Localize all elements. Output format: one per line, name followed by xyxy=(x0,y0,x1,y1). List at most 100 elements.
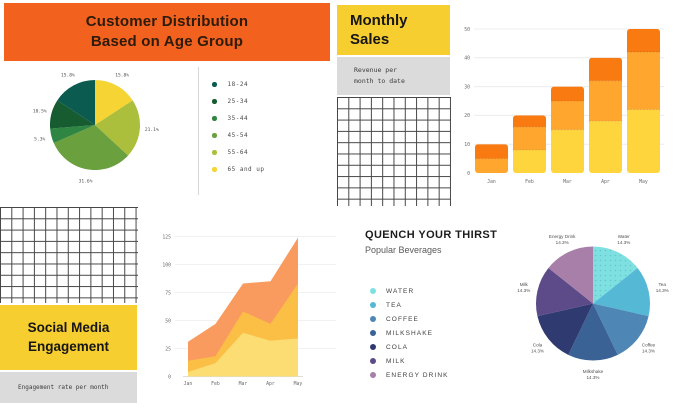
social-subtitle-box: Engagement rate per month xyxy=(0,372,137,403)
legend-swatch xyxy=(370,344,376,350)
legend-label: WATER xyxy=(386,287,415,295)
legend-label: COFFEE xyxy=(386,315,419,323)
legend-item-tea: TEA xyxy=(370,298,449,312)
pie-slice-label: Milkshake 14.3% xyxy=(583,369,604,380)
legend-swatch xyxy=(370,316,376,322)
pie-slice-coffee xyxy=(593,303,649,355)
bar-segment-bottom xyxy=(551,129,584,173)
pie-slice-label: Milk 14.3% xyxy=(517,282,530,293)
monthly-title-line2: Sales xyxy=(350,31,390,48)
y-tick-label: 100 xyxy=(162,262,171,268)
y-tick-label: 20 xyxy=(464,113,470,119)
x-tick-label: Jan xyxy=(184,381,193,387)
legend-item-coffee: COFFEE xyxy=(370,312,449,326)
beverages-title: QUENCH YOUR THIRST xyxy=(365,229,498,241)
legend-swatch xyxy=(212,150,217,155)
pie-slice-label: 15.8% xyxy=(115,72,129,78)
legend-item-cola: COLA xyxy=(370,340,449,354)
pie-slice-18-24 xyxy=(57,80,95,125)
legend-label: 65 and up xyxy=(227,166,265,173)
pie-slice-25-34 xyxy=(49,100,95,129)
y-tick-label: 75 xyxy=(165,290,171,296)
y-tick-label: 125 xyxy=(162,234,171,240)
legend-item-55-64: 55-64 xyxy=(212,144,265,161)
x-tick-label: Mar xyxy=(239,381,248,387)
age-title-line1: Customer Distribution xyxy=(85,12,249,30)
legend-swatch xyxy=(212,167,217,172)
beverages-legend: WATER TEA COFFEE MILKSHAKE COLA MILK ENERGY DR… xyxy=(370,284,449,382)
pie-slice-label: Energy Drink 14.3% xyxy=(549,234,576,245)
age-panel-divider xyxy=(198,67,199,195)
bar-segment-middle xyxy=(551,101,584,130)
pie-slice-energy-drink xyxy=(548,246,593,304)
grid-pattern-decoration xyxy=(0,207,138,303)
monthly-sales-title-box: Monthly Sales xyxy=(337,5,450,55)
legend-label: COLA xyxy=(386,343,409,351)
age-pie-chart: 15.8% 21.1% 31.6% 5.3% 10.5% 15.8% xyxy=(33,72,159,185)
bar-segment-middle xyxy=(627,52,660,110)
y-tick-label: 40 xyxy=(464,56,470,62)
bar-segment-top xyxy=(513,115,546,127)
y-tick-label: 25 xyxy=(165,346,171,352)
legend-swatch xyxy=(370,288,376,294)
y-tick-label: 50 xyxy=(464,27,470,33)
legend-swatch xyxy=(212,82,217,87)
legend-item-45-54: 45-54 xyxy=(212,127,265,144)
pie-slice-cola xyxy=(537,303,593,355)
x-tick-label: Apr xyxy=(266,381,275,387)
beverages-pie-chart: Water 14.3% Tea 14.3% Coffee 14.3% Milkshake 14… xyxy=(517,234,669,380)
social-title-line2: Engagement xyxy=(27,338,109,354)
monthly-sales-subtitle-box: Revenue per month to date xyxy=(337,57,450,95)
legend-item-25-34: 25-34 xyxy=(212,93,265,110)
x-tick-label: Feb xyxy=(211,381,220,387)
y-tick-label: 50 xyxy=(165,318,171,324)
social-title-line1: Social Media xyxy=(27,320,110,336)
legend-swatch xyxy=(212,99,217,104)
pie-slice-label: Coffee 14.3% xyxy=(642,342,656,353)
pie-slice-label: Water 14.3% xyxy=(617,234,630,245)
beverages-subtitle: Popular Beverages xyxy=(365,245,442,255)
monthly-title-line1: Monthly xyxy=(350,11,408,29)
area-layer-bottom xyxy=(188,332,298,377)
age-title-line2: Based on Age Group xyxy=(90,33,244,50)
pie-slice-35-44 xyxy=(50,125,95,144)
social-title-box: Social Media Engagement xyxy=(0,305,137,370)
bar-segment-middle xyxy=(589,80,622,122)
bar-segment-bottom xyxy=(627,109,660,173)
legend-item-water: WATER xyxy=(370,284,449,298)
legend-item-18-24: 18-24 xyxy=(212,76,265,93)
grid-pattern-decoration xyxy=(337,97,451,206)
bar-segment-middle xyxy=(513,126,546,150)
engagement-area-chart: 0 25 50 75 100 125 Jan Feb Mar Apr May xyxy=(162,234,336,387)
y-tick-label: 10 xyxy=(464,142,470,148)
age-panel-title-banner: Customer Distribution Based on Age Group xyxy=(4,3,330,61)
legend-item-milkshake: MILKSHAKE xyxy=(370,326,449,340)
pie-slice-tea xyxy=(593,267,650,317)
pie-slice-label: Cola 14.3% xyxy=(531,342,544,353)
x-tick-label: Mar xyxy=(563,179,572,185)
legend-label: 45-54 xyxy=(227,132,249,139)
y-tick-label: 0 xyxy=(168,374,171,380)
monthly-subtitle-line2: month to date xyxy=(354,77,405,85)
y-tick-label: 30 xyxy=(464,84,470,90)
social-subtitle: Engagement rate per month xyxy=(18,384,109,391)
legend-label: 35-44 xyxy=(227,115,249,122)
pie-slice-label: 31.6% xyxy=(79,179,93,185)
bar-segment-top xyxy=(551,86,584,101)
legend-item-35-44: 35-44 xyxy=(212,110,265,127)
legend-swatch xyxy=(370,358,376,364)
bar-segment-bottom xyxy=(589,121,622,173)
pie-slice-label: Tea 14.3% xyxy=(656,282,669,293)
pie-slice-label: 15.8% xyxy=(61,72,75,78)
pie-slice-65-and-up xyxy=(95,80,133,125)
legend-label: ENERGY DRINK xyxy=(386,371,449,379)
x-tick-label: Feb xyxy=(525,179,534,185)
x-tick-label: May xyxy=(639,179,648,185)
pie-slice-milkshake xyxy=(568,303,618,361)
bar-segment-top xyxy=(589,57,622,81)
pie-slice-texture xyxy=(593,246,638,304)
x-tick-label: May xyxy=(294,381,303,387)
y-tick-label: 0 xyxy=(467,171,470,177)
bar-segment-top xyxy=(627,29,660,53)
pie-slice-45-54 xyxy=(53,125,129,171)
